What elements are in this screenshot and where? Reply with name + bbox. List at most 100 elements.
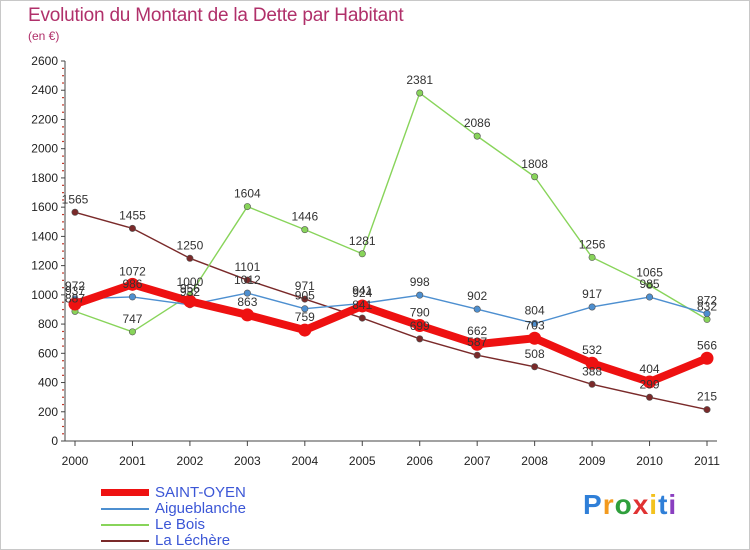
y-minor-tick xyxy=(62,104,64,106)
y-minor-tick xyxy=(62,213,64,216)
data-label: 905 xyxy=(295,289,315,303)
x-tick-label: 2006 xyxy=(406,454,433,468)
y-minor-tick xyxy=(62,308,64,311)
data-label: 566 xyxy=(697,338,717,352)
y-minor-tick xyxy=(62,433,64,435)
logo-letter: i xyxy=(668,489,678,520)
data-label: 937 xyxy=(65,284,85,298)
logo-letter: P xyxy=(583,489,603,520)
y-tick-label: 1000 xyxy=(31,288,58,302)
x-tick-label: 2002 xyxy=(177,454,204,468)
y-minor-tick xyxy=(62,82,64,84)
legend-item-aigueblanche[interactable]: Aigueblanche xyxy=(101,500,301,517)
data-label: 404 xyxy=(640,362,660,376)
data-label: 532 xyxy=(582,343,602,357)
y-tick-label: 2000 xyxy=(31,142,58,156)
data-label: 662 xyxy=(467,324,487,338)
data-label: 972 xyxy=(65,279,85,293)
data-point xyxy=(125,277,139,291)
data-point xyxy=(646,293,654,301)
y-minor-tick xyxy=(62,279,64,281)
y-minor-tick xyxy=(62,403,64,406)
logo-letter: r xyxy=(602,489,615,520)
data-label: 998 xyxy=(410,275,430,289)
data-label: 985 xyxy=(640,277,660,291)
x-tick-label: 2005 xyxy=(349,454,376,468)
legend-label: La Léchère xyxy=(155,532,231,549)
x-tick-label: 2010 xyxy=(636,454,663,468)
y-minor-tick xyxy=(62,162,64,165)
data-label: 388 xyxy=(582,364,602,378)
x-tick-label: 2004 xyxy=(291,454,318,468)
data-label: 971 xyxy=(295,279,315,293)
data-point xyxy=(531,363,539,371)
legend-swatch xyxy=(101,524,149,526)
data-label: 759 xyxy=(295,310,315,324)
data-label: 2086 xyxy=(464,116,491,130)
data-point xyxy=(186,254,194,262)
series-line xyxy=(74,292,708,325)
data-point xyxy=(588,380,596,388)
legend-item-saint-oyen[interactable]: SAINT-OYEN xyxy=(101,484,301,501)
x-tick-label: 2011 xyxy=(694,454,720,468)
data-point xyxy=(68,297,82,311)
data-label: 887 xyxy=(65,291,85,305)
data-point xyxy=(416,335,424,343)
data-label: 1101 xyxy=(234,260,260,274)
legend-item-le-bois[interactable]: Le Bois xyxy=(101,516,301,533)
data-label: 902 xyxy=(467,289,487,303)
y-minor-tick xyxy=(62,221,64,223)
y-minor-tick xyxy=(62,257,64,260)
y-minor-tick xyxy=(62,396,64,398)
data-label: 1604 xyxy=(234,187,261,201)
data-point xyxy=(301,226,309,234)
y-minor-tick xyxy=(62,192,64,194)
y-minor-tick xyxy=(62,250,64,252)
data-point xyxy=(703,406,711,414)
y-minor-tick xyxy=(62,425,64,428)
data-label: 841 xyxy=(352,298,372,312)
y-minor-tick xyxy=(62,338,64,340)
data-label: 917 xyxy=(582,287,602,301)
data-label: 872 xyxy=(697,294,717,308)
proxiti-logo[interactable]: Proxiti xyxy=(583,489,677,521)
legend-label: Aigueblanche xyxy=(155,500,246,517)
data-point xyxy=(301,305,309,313)
data-point xyxy=(243,289,251,297)
data-label: 804 xyxy=(525,303,545,317)
y-minor-tick xyxy=(62,330,64,333)
data-point xyxy=(470,337,484,351)
legend-swatch xyxy=(101,489,149,496)
series-line xyxy=(74,211,708,411)
data-label: 215 xyxy=(697,390,717,404)
data-label: 924 xyxy=(352,286,372,300)
data-point xyxy=(301,295,309,303)
x-tick-label: 2000 xyxy=(62,454,89,468)
data-point xyxy=(416,291,424,299)
y-tick-label: 0 xyxy=(51,434,58,448)
data-point xyxy=(588,303,596,311)
data-point xyxy=(71,208,79,216)
y-minor-tick xyxy=(62,97,64,99)
data-point xyxy=(243,203,251,211)
y-tick-label: 800 xyxy=(38,317,58,331)
legend-item-la-lechere[interactable]: La Léchère xyxy=(101,532,301,549)
data-point xyxy=(643,375,657,389)
x-tick-label: 2008 xyxy=(521,454,548,468)
data-point xyxy=(243,276,251,284)
data-label: 932 xyxy=(180,285,200,299)
legend-label: SAINT-OYEN xyxy=(155,484,246,501)
y-minor-tick xyxy=(62,345,64,347)
data-label: 1250 xyxy=(177,238,204,252)
legend-swatch xyxy=(101,540,149,542)
data-point xyxy=(240,308,254,322)
y-minor-tick xyxy=(62,316,64,318)
logo-letter: x xyxy=(632,489,650,520)
y-minor-tick xyxy=(62,184,64,186)
data-point xyxy=(128,328,136,336)
data-point xyxy=(531,173,539,181)
y-minor-tick xyxy=(62,272,64,274)
data-point xyxy=(128,293,136,301)
